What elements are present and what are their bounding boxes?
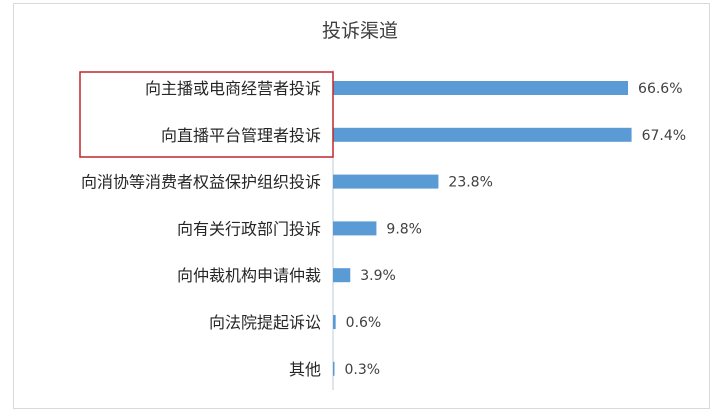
category-label: 向主播或电商经营者投诉: [145, 79, 321, 98]
category-label: 向直播平台管理者投诉: [161, 126, 321, 145]
bar: [333, 268, 351, 283]
data-label: 23.8%: [448, 175, 492, 191]
bar: [333, 315, 336, 329]
bar: [333, 361, 335, 376]
data-label: 9.8%: [386, 221, 422, 237]
data-label: 0.6%: [346, 315, 382, 331]
data-label: 67.4%: [642, 128, 686, 144]
bar: [333, 221, 377, 236]
chart-title: 投诉渠道: [321, 20, 398, 42]
chart-frame: [13, 3, 710, 409]
data-label: 0.3%: [345, 362, 381, 378]
data-label: 66.6%: [638, 81, 682, 97]
category-label: 向法院提起诉讼: [209, 313, 321, 332]
category-label: 其他: [289, 360, 321, 379]
bar: [333, 81, 629, 95]
category-label: 向有关行政部门投诉: [177, 219, 321, 238]
highlight-box: [79, 71, 334, 158]
category-label: 向仲裁机构申请仲裁: [177, 266, 321, 285]
data-label: 3.9%: [360, 268, 396, 284]
bar: [333, 174, 439, 189]
category-label: 向消协等消费者权益保护组织投诉: [81, 173, 321, 192]
bar: [333, 127, 632, 142]
